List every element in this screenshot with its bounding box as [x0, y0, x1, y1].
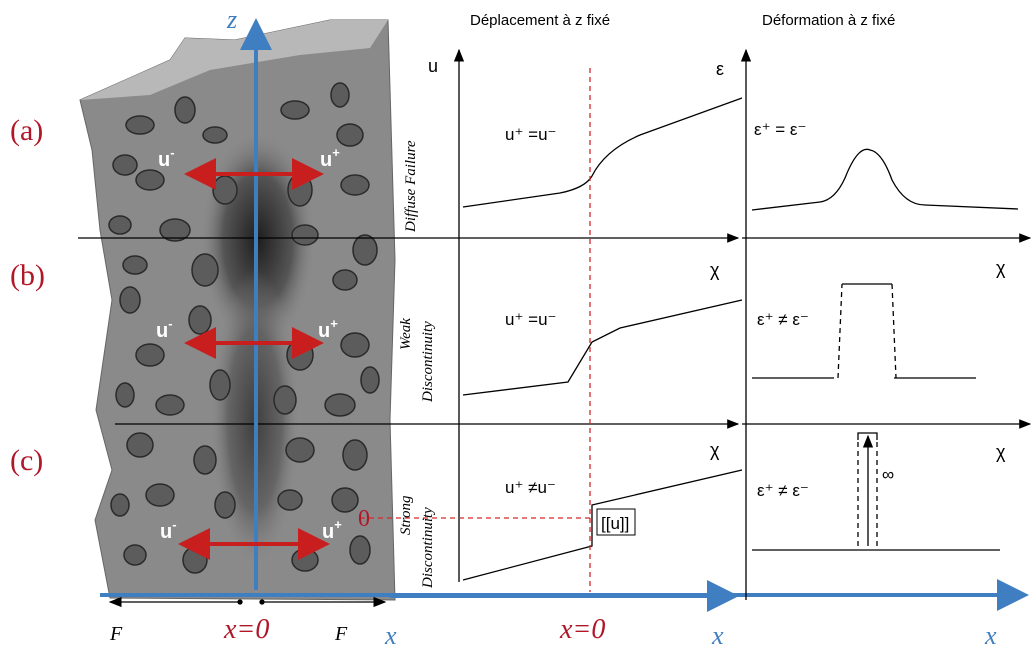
sup-plus: + [330, 316, 338, 331]
disp-eq-c: u⁺ ≠u⁻ [505, 478, 556, 497]
header-strain: Déformation à z fixé [762, 12, 895, 29]
strain-axis-chi-b: χ [996, 258, 1006, 278]
x-zero-label-plots: x=0 [559, 614, 605, 645]
disp-curve-c [462, 469, 743, 581]
u-plus-b: u [318, 320, 330, 342]
infinity-label: ∞ [882, 465, 894, 484]
svg-text:u-: u- [158, 145, 175, 171]
rock-specimen [79, 19, 396, 601]
force-arrows [108, 596, 387, 608]
strain-eq-a: ε⁺ = ε⁻ [754, 120, 806, 139]
displacement-curves [462, 97, 743, 581]
force-label-left: F [109, 623, 123, 645]
strain-axis-chi-c: χ [996, 442, 1006, 462]
z-axis: z [226, 5, 272, 590]
side-label-weak-1: Weak [398, 318, 414, 350]
disp-axis-chi-c: χ [710, 440, 720, 460]
bottom-x-axis [100, 579, 1029, 612]
strain-axis-eps: ε [716, 59, 724, 79]
x-zero-label-specimen: x=0 [223, 614, 269, 645]
u-plus-a: u [320, 149, 332, 171]
sup-minus: - [172, 517, 176, 532]
row-label-a: (a) [10, 114, 43, 147]
strain-curves [751, 148, 1019, 551]
plot-vertical-axes [453, 48, 752, 600]
sup-plus: + [334, 517, 342, 532]
x-axis-label-2: x [711, 621, 724, 650]
svg-text:u+: u+ [320, 145, 340, 171]
sup-minus: - [170, 145, 174, 160]
u-labels: u- u+ u- u+ u- u+ [156, 145, 342, 543]
disp-curve-b [462, 299, 743, 396]
z-axis-label: z [226, 5, 237, 34]
strain-eq-b: ε⁺ ≠ ε⁻ [757, 310, 809, 329]
disp-axis-chi-b: χ [710, 260, 720, 280]
u-minus-b: u [156, 320, 168, 342]
disp-axis-u: u [428, 56, 438, 76]
disp-curve-a [462, 97, 743, 208]
svg-text:u-: u- [160, 517, 177, 543]
jump-label-text: [[u]] [601, 514, 629, 533]
x-zero-markers [360, 68, 591, 592]
header-displacement: Déplacement à z fixé [470, 12, 610, 29]
row-label-c: (c) [10, 444, 43, 477]
dirac-spike: ∞ [857, 432, 894, 546]
row-label-b: (b) [10, 259, 45, 292]
side-labels: Diffuse Failure Weak Discontinuity Stron… [398, 140, 436, 589]
svg-text:u+: u+ [322, 517, 342, 543]
strain-curve-a [751, 148, 1019, 211]
strain-eq-c: ε⁺ ≠ ε⁻ [757, 481, 809, 500]
force-label-right: F [334, 623, 348, 645]
side-label-strong-1: Strong [398, 495, 414, 535]
svg-text:u-: u- [156, 316, 173, 342]
displacement-arrows [178, 158, 330, 560]
disp-eq-b: u⁺ =u⁻ [505, 310, 557, 329]
zero-label: 0 [358, 506, 370, 532]
side-label-weak-2: Discontinuity [420, 321, 436, 403]
row-separators [78, 233, 1032, 429]
jump-label: [[u]] [596, 508, 636, 536]
svg-text:u+: u+ [318, 316, 338, 342]
u-plus-c: u [322, 521, 334, 543]
side-label-strong-2: Discontinuity [420, 507, 436, 589]
disp-eq-a: u⁺ =u⁻ [505, 125, 557, 144]
side-label-diffuse: Diffuse Failure [403, 140, 419, 233]
x-axis-label-3: x [984, 621, 997, 650]
sup-minus: - [168, 316, 172, 331]
x-axis-label-1: x [384, 621, 397, 650]
u-minus-c: u [160, 521, 172, 543]
sup-plus: + [332, 145, 340, 160]
strain-dashes [837, 283, 897, 546]
u-minus-a: u [158, 149, 170, 171]
